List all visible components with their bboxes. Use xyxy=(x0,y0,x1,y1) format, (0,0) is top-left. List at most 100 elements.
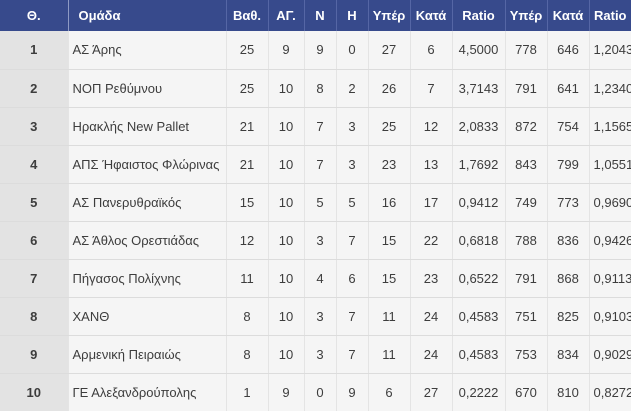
column-header-goals-for[interactable]: Υπέρ xyxy=(368,0,411,31)
wins-cell: 7 xyxy=(304,145,337,184)
points-for-cell: 788 xyxy=(505,221,548,260)
games-played-cell: 9 xyxy=(268,31,305,70)
points-ratio-cell: 0,9690 xyxy=(589,183,631,222)
column-header-points-for[interactable]: Υπέρ xyxy=(505,0,548,31)
table-body: 1 ΑΣ Άρης 25 9 9 0 27 6 4,5000 778 646 1,2043 2 ΝΟΠ Ρ… xyxy=(0,31,631,411)
points-ratio-cell: 0,8272 xyxy=(589,373,631,411)
points-cell: 1 xyxy=(226,373,269,411)
points-for-cell: 749 xyxy=(505,183,548,222)
team-name-cell: Πήγασος Πολίχνης xyxy=(68,259,227,298)
table-row[interactable]: 1 ΑΣ Άρης 25 9 9 0 27 6 4,5000 778 646 1,2043 xyxy=(0,31,631,70)
table-header: Θ. Ομάδα Βαθ. ΑΓ. Ν Η Υπέρ Κατά Ratio Υπ… xyxy=(0,0,631,31)
goals-against-cell: 24 xyxy=(410,297,453,336)
wins-cell: 5 xyxy=(304,183,337,222)
goals-against-cell: 17 xyxy=(410,183,453,222)
points-ratio-cell: 0,9113 xyxy=(589,259,631,298)
goals-ratio-cell: 0,4583 xyxy=(452,335,506,374)
table-row[interactable]: 2 ΝΟΠ Ρεθύμνου 25 10 8 2 26 7 3,7143 791 641 1,2340 xyxy=(0,69,631,108)
losses-cell: 7 xyxy=(336,335,369,374)
points-against-cell: 868 xyxy=(547,259,590,298)
goals-for-cell: 26 xyxy=(368,69,411,108)
games-played-cell: 10 xyxy=(268,335,305,374)
points-ratio-cell: 0,9029 xyxy=(589,335,631,374)
goals-for-cell: 25 xyxy=(368,107,411,146)
points-against-cell: 641 xyxy=(547,69,590,108)
column-header-goals-ratio[interactable]: Ratio xyxy=(452,0,506,31)
points-cell: 11 xyxy=(226,259,269,298)
team-name-cell: ΓΕ Αλεξανδρούπολης xyxy=(68,373,227,411)
points-cell: 8 xyxy=(226,297,269,336)
rank-cell: 2 xyxy=(0,69,69,108)
games-played-cell: 10 xyxy=(268,69,305,108)
points-against-cell: 825 xyxy=(547,297,590,336)
goals-ratio-cell: 0,6818 xyxy=(452,221,506,260)
column-header-points-ratio[interactable]: Ratio xyxy=(594,8,627,23)
wins-cell: 3 xyxy=(304,297,337,336)
wins-cell: 3 xyxy=(304,221,337,260)
wins-cell: 3 xyxy=(304,335,337,374)
table-row[interactable]: 5 ΑΣ Πανερυθραϊκός 15 10 5 5 16 17 0,9412 749 773 0… xyxy=(0,183,631,222)
team-name-cell: Αρμενική Πειραιώς xyxy=(68,335,227,374)
points-ratio-cell: 1,1565 xyxy=(589,107,631,146)
team-name-cell: ΑΣ Άρης xyxy=(68,31,227,70)
goals-against-cell: 12 xyxy=(410,107,453,146)
points-against-cell: 834 xyxy=(547,335,590,374)
goals-for-cell: 16 xyxy=(368,183,411,222)
losses-cell: 0 xyxy=(336,31,369,70)
goals-for-cell: 11 xyxy=(368,335,411,374)
team-name-cell: ΧΑΝΘ xyxy=(68,297,227,336)
table-row[interactable]: 7 Πήγασος Πολίχνης 11 10 4 6 15 23 0,6522 791 868 0… xyxy=(0,259,631,298)
points-ratio-cell: 0,9426 xyxy=(589,221,631,260)
games-played-cell: 10 xyxy=(268,183,305,222)
column-header-rank[interactable]: Θ. xyxy=(0,0,69,31)
goals-ratio-cell: 2,0833 xyxy=(452,107,506,146)
games-played-cell: 10 xyxy=(268,145,305,184)
games-played-cell: 9 xyxy=(268,373,305,411)
goals-for-cell: 6 xyxy=(368,373,411,411)
points-against-cell: 799 xyxy=(547,145,590,184)
games-played-cell: 10 xyxy=(268,259,305,298)
points-for-cell: 778 xyxy=(505,31,548,70)
table-row[interactable]: 9 Αρμενική Πειραιώς 8 10 3 7 11 24 0,4583 753 834 0… xyxy=(0,335,631,374)
points-for-cell: 670 xyxy=(505,373,548,411)
wins-cell: 0 xyxy=(304,373,337,411)
goals-ratio-cell: 1,7692 xyxy=(452,145,506,184)
table-row[interactable]: 4 ΑΠΣ Ήφαιστος Φλώρινας 21 10 7 3 23 13 1,7692 84… xyxy=(0,145,631,184)
losses-cell: 9 xyxy=(336,373,369,411)
losses-cell: 5 xyxy=(336,183,369,222)
column-header-wins[interactable]: Ν xyxy=(304,0,337,31)
points-cell: 21 xyxy=(226,145,269,184)
points-for-cell: 791 xyxy=(505,69,548,108)
points-against-cell: 836 xyxy=(547,221,590,260)
table-row[interactable]: 3 Ηρακλής New Pallet 21 10 7 3 25 12 2,0833 872 75… xyxy=(0,107,631,146)
column-header-points[interactable]: Βαθ. xyxy=(226,0,269,31)
column-header-losses[interactable]: Η xyxy=(336,0,369,31)
rank-cell: 1 xyxy=(0,31,69,70)
column-header-games[interactable]: ΑΓ. xyxy=(268,0,305,31)
points-ratio-cell: 1,0551 xyxy=(589,145,631,184)
table-row[interactable]: 8 ΧΑΝΘ 8 10 3 7 11 24 0,4583 751 825 0,9103 xyxy=(0,297,631,336)
points-ratio-cell: 1,2340 xyxy=(589,69,631,108)
goals-ratio-cell: 0,6522 xyxy=(452,259,506,298)
team-name-cell: ΑΠΣ Ήφαιστος Φλώρινας xyxy=(68,145,227,184)
wins-cell: 9 xyxy=(304,31,337,70)
column-header-goals-against[interactable]: Κατά xyxy=(410,0,453,31)
points-cell: 8 xyxy=(226,335,269,374)
goals-ratio-cell: 0,4583 xyxy=(452,297,506,336)
wins-cell: 7 xyxy=(304,107,337,146)
column-header-team[interactable]: Ομάδα xyxy=(68,0,227,31)
losses-cell: 3 xyxy=(336,107,369,146)
goals-ratio-cell: 0,2222 xyxy=(452,373,506,411)
points-cell: 12 xyxy=(226,221,269,260)
table-row[interactable]: 6 ΑΣ Άθλος Ορεστιάδας 12 10 3 7 15 22 0,6818 788 8… xyxy=(0,221,631,260)
points-cell: 25 xyxy=(226,31,269,70)
games-played-cell: 10 xyxy=(268,297,305,336)
rank-cell: 5 xyxy=(0,183,69,222)
column-header-points-against[interactable]: Κατά xyxy=(547,0,590,31)
goals-for-cell: 15 xyxy=(368,221,411,260)
wins-cell: 8 xyxy=(304,69,337,108)
losses-cell: 3 xyxy=(336,145,369,184)
table-row[interactable]: 10 ΓΕ Αλεξανδρούπολης 1 9 0 9 6 27 0,2222 670 810 0… xyxy=(0,373,631,411)
team-name-cell: ΑΣ Άθλος Ορεστιάδας xyxy=(68,221,227,260)
